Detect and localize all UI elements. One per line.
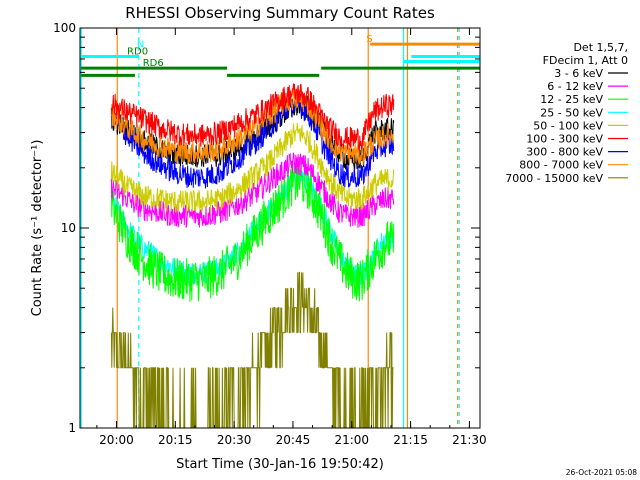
x-tick-label: 21:00 (334, 433, 369, 447)
annotation-label: RD0 (127, 47, 148, 58)
series-100-300-kev (110, 83, 395, 153)
series-line (110, 83, 395, 153)
legend-label: 25 - 50 keV (540, 106, 603, 119)
timestamp: 26-Oct-2021 05:08 (566, 468, 637, 477)
legend-label: 12 - 25 keV (540, 93, 603, 106)
x-tick-label: 20:45 (276, 433, 311, 447)
x-tick-label: 20:30 (217, 433, 252, 447)
x-tick-label: 20:00 (99, 433, 134, 447)
x-axis-label: Start Time (30-Jan-16 19:50:42) (176, 457, 384, 472)
y-axis-label: Count Rate (s⁻¹ detector⁻¹) (30, 140, 45, 317)
annotation-label: RD6 (143, 58, 164, 69)
series-layer (110, 83, 395, 429)
annotation-label: N (137, 40, 144, 51)
legend-label: 3 - 6 keV (554, 67, 603, 80)
series-6-12-kev (110, 152, 395, 228)
legend-label: 50 - 100 keV (533, 119, 603, 132)
legend-header: FDecim 1, Att 0 (543, 54, 628, 67)
series-50-100-kev (110, 123, 395, 214)
y-tick-label: 100 (53, 21, 76, 35)
x-tick-label: 21:30 (452, 433, 487, 447)
axes: 20:00 20:15 20:30 20:45 21:00 21:15 21:30 1 10 10… (53, 21, 487, 447)
legend-label: 7000 - 15000 keV (505, 172, 603, 185)
series-line (110, 123, 395, 214)
legend-label: 100 - 300 keV (526, 133, 603, 146)
x-tick-label: 20:15 (158, 433, 193, 447)
legend-header: Det 1,5,7, (573, 41, 628, 54)
series-line (110, 88, 395, 166)
legend-label: 300 - 800 keV (526, 146, 603, 159)
annotation-label: S (366, 34, 372, 45)
series-12-25-kev (110, 160, 395, 302)
series-800-7000-kev (110, 88, 395, 166)
legend-label: 800 - 7000 keV (519, 159, 603, 172)
series-line (110, 152, 395, 228)
legend-label: 6 - 12 keV (547, 80, 603, 93)
series-line (110, 271, 394, 429)
series-line (110, 160, 395, 302)
series-7000-15000-kev (110, 271, 394, 429)
chart-title: RHESSI Observing Summary Count Rates (125, 4, 435, 22)
y-tick-label: 1 (68, 421, 76, 435)
y-tick-label: 10 (61, 221, 76, 235)
x-tick-label: 21:15 (393, 433, 428, 447)
